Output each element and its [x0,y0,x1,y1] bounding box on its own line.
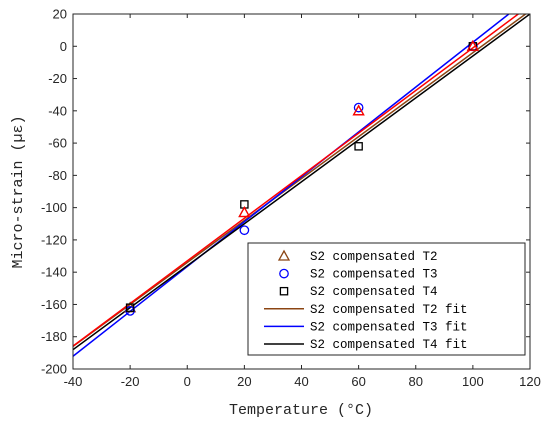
fit-line-2 [73,14,527,348]
overlay-fit-line [73,14,520,347]
y-tick-label: -60 [48,136,67,151]
y-tick-label: 20 [53,7,67,22]
x-tick-label: -20 [121,374,140,389]
x-tick-label: 60 [351,374,365,389]
legend-label: S2 compensated T4 [310,285,438,299]
x-tick-label: 120 [519,374,541,389]
legend-label: S2 compensated T2 fit [310,303,468,317]
x-tick-label: 80 [409,374,423,389]
legend-marker-t3 [279,268,289,279]
overlay-data-point [352,104,365,116]
y-tick-label: -20 [48,71,67,86]
data-point-t3 [239,225,250,236]
legend-marker-t2 [277,249,291,261]
data-point-t3 [353,102,364,113]
y-tick-label: -160 [41,297,67,312]
overlay-data-point [466,39,479,51]
y-tick-label: -80 [48,168,67,183]
legend-label: S2 compensated T2 [310,250,438,264]
x-axis-ticks: -40 -20 0 20 40 60 80 100 120 [64,14,541,389]
y-tick-label: -120 [41,232,67,247]
fit-line-4 [73,14,530,351]
x-tick-label: 20 [237,374,251,389]
fit-line-3 [73,14,511,357]
overlay-data-point [238,206,251,218]
x-tick-label: 0 [184,374,191,389]
data-point-t4 [354,142,363,151]
legend-label: S2 compensated T4 fit [310,338,468,352]
data-point-t4 [125,303,135,312]
y-tick-label: -100 [41,200,67,215]
y-tick-label: 0 [60,39,67,54]
legend-box [247,242,526,356]
data-markers [124,39,479,316]
y-tick-label: -180 [41,329,67,344]
legend-marker-t4 [279,286,289,296]
x-tick-label: 100 [462,374,484,389]
legend-label: S2 compensated T3 fit [310,320,468,334]
x-tick-label: 40 [294,374,308,389]
x-axis-label: Temperature (°C) [229,402,373,419]
y-tick-label: -140 [41,265,67,280]
x-tick-label: -40 [64,374,83,389]
y-axis-label: Micro-strain (µε) [10,115,27,268]
legend-label: S2 compensated T3 [310,268,438,282]
legend: S2 compensated T2 S2 compensated T3 S2 com… [247,242,526,356]
y-tick-label: -40 [48,103,67,118]
y-tick-label: -200 [41,362,67,377]
fit-lines [73,14,530,357]
